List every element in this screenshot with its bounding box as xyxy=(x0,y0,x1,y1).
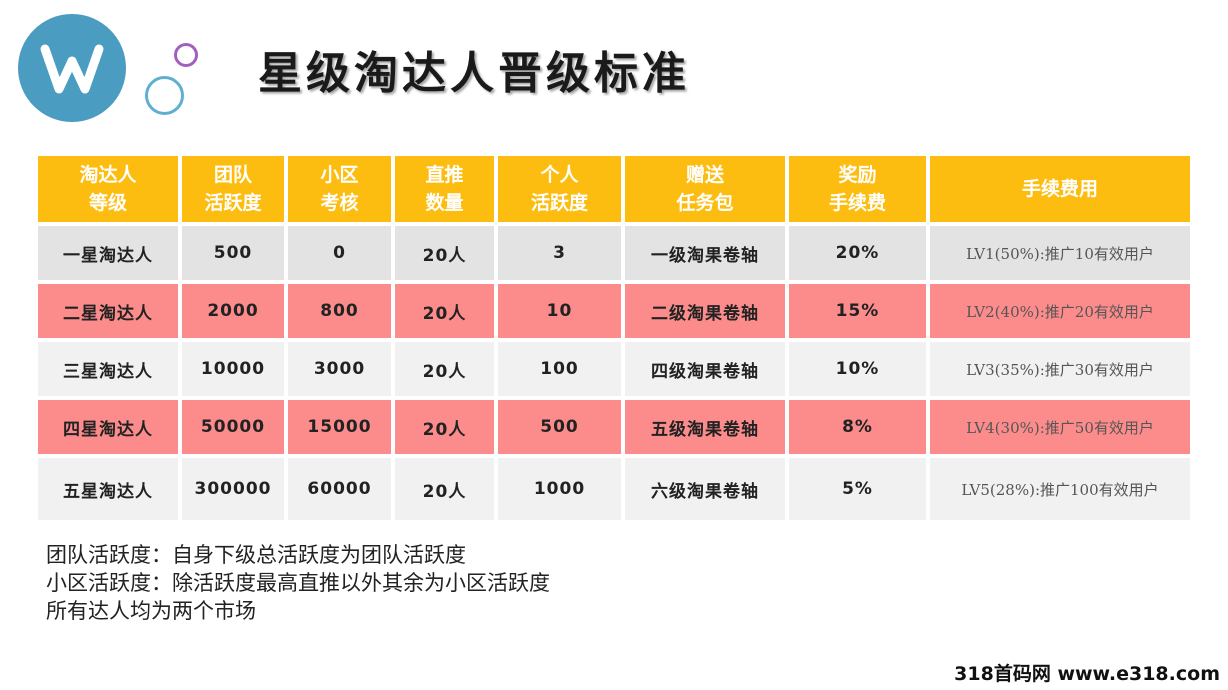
cell-level: 一星淘达人 xyxy=(38,226,182,284)
cell-direct-count: 20人 xyxy=(395,458,498,520)
cell-district-check: 800 xyxy=(288,284,395,342)
cell-gift-package: 四级淘果卷轴 xyxy=(625,342,789,400)
cell-personal-activity: 10 xyxy=(498,284,625,342)
notes-section: 团队活跃度：自身下级总活跃度为团队活跃度 小区活跃度：除活跃度最高直推以外其余为… xyxy=(46,541,550,625)
cell-team-activity: 2000 xyxy=(182,284,288,342)
cell-district-check: 15000 xyxy=(288,400,395,458)
col-header-direct-count: 直推 数量 xyxy=(395,156,498,226)
cell-personal-activity: 3 xyxy=(498,226,625,284)
cell-direct-count: 20人 xyxy=(395,400,498,458)
col-header-fee: 手续费用 xyxy=(930,156,1190,226)
cell-reward-fee: 8% xyxy=(789,400,930,458)
cell-team-activity: 500 xyxy=(182,226,288,284)
cell-direct-count: 20人 xyxy=(395,342,498,400)
note-team-activity: 团队活跃度：自身下级总活跃度为团队活跃度 xyxy=(46,543,466,567)
cell-fee: LV5(28%):推广100有效用户 xyxy=(930,458,1190,520)
cell-reward-fee: 5% xyxy=(789,458,930,520)
cell-personal-activity: 1000 xyxy=(498,458,625,520)
cell-level: 三星淘达人 xyxy=(38,342,182,400)
cell-fee: LV2(40%):推广20有效用户 xyxy=(930,284,1190,342)
cell-personal-activity: 100 xyxy=(498,342,625,400)
cell-direct-count: 20人 xyxy=(395,226,498,284)
cell-fee: LV3(35%):推广30有效用户 xyxy=(930,342,1190,400)
col-header-district-check: 小区 考核 xyxy=(288,156,395,226)
table-header-row: 淘达人 等级 团队 活跃度 小区 考核 直推 数量 个人 活跃度 赠送 任务包 奖励 手续费 … xyxy=(38,156,1190,226)
col-header-level: 淘达人 等级 xyxy=(38,156,182,226)
app-logo xyxy=(18,14,126,122)
col-header-personal-activity: 个人 活跃度 xyxy=(498,156,625,226)
cell-personal-activity: 500 xyxy=(498,400,625,458)
table-row: 四星淘达人 50000 15000 20人 500 五级淘果卷轴 8% LV4(… xyxy=(38,400,1190,458)
cell-district-check: 60000 xyxy=(288,458,395,520)
cell-gift-package: 二级淘果卷轴 xyxy=(625,284,789,342)
note-two-markets: 所有达人均为两个市场 xyxy=(46,599,256,623)
cell-direct-count: 20人 xyxy=(395,284,498,342)
note-district-activity: 小区活跃度：除活跃度最高直推以外其余为小区活跃度 xyxy=(46,571,550,595)
cell-fee: LV4(30%):推广50有效用户 xyxy=(930,400,1190,458)
col-header-team-activity: 团队 活跃度 xyxy=(182,156,288,226)
decorative-circle-blue xyxy=(145,76,184,115)
cell-gift-package: 一级淘果卷轴 xyxy=(625,226,789,284)
table-row: 二星淘达人 2000 800 20人 10 二级淘果卷轴 15% LV2(40%… xyxy=(38,284,1190,342)
cell-level: 五星淘达人 xyxy=(38,458,182,520)
page-title: 星级淘达人晋级标准 xyxy=(258,48,690,99)
promotion-standards-table: 淘达人 等级 团队 活跃度 小区 考核 直推 数量 个人 活跃度 赠送 任务包 奖励 手续费 … xyxy=(38,156,1190,520)
cell-gift-package: 六级淘果卷轴 xyxy=(625,458,789,520)
watermark: 318首码网 www.e318.com xyxy=(954,663,1220,685)
cell-district-check: 3000 xyxy=(288,342,395,400)
cell-reward-fee: 15% xyxy=(789,284,930,342)
decorative-circle-purple xyxy=(174,43,198,67)
table-row: 三星淘达人 10000 3000 20人 100 四级淘果卷轴 10% LV3(… xyxy=(38,342,1190,400)
col-header-reward-fee: 奖励 手续费 xyxy=(789,156,930,226)
cell-team-activity: 50000 xyxy=(182,400,288,458)
cell-reward-fee: 20% xyxy=(789,226,930,284)
cell-gift-package: 五级淘果卷轴 xyxy=(625,400,789,458)
cell-level: 四星淘达人 xyxy=(38,400,182,458)
w-logo-icon xyxy=(40,44,104,94)
cell-district-check: 0 xyxy=(288,226,395,284)
col-header-gift-package: 赠送 任务包 xyxy=(625,156,789,226)
cell-team-activity: 10000 xyxy=(182,342,288,400)
cell-fee: LV1(50%):推广10有效用户 xyxy=(930,226,1190,284)
table-row: 五星淘达人 300000 60000 20人 1000 六级淘果卷轴 5% LV… xyxy=(38,458,1190,520)
cell-level: 二星淘达人 xyxy=(38,284,182,342)
cell-team-activity: 300000 xyxy=(182,458,288,520)
cell-reward-fee: 10% xyxy=(789,342,930,400)
table-row: 一星淘达人 500 0 20人 3 一级淘果卷轴 20% LV1(50%):推广… xyxy=(38,226,1190,284)
